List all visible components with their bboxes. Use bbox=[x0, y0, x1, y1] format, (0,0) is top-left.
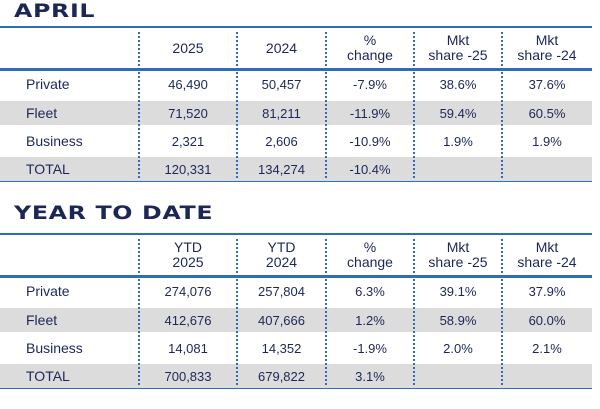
table-cell bbox=[414, 157, 502, 181]
table-row: Fleet 412,676 407,666 1.2% 58.9% 60.0% bbox=[0, 308, 592, 332]
table-cell: -11.9% bbox=[349, 105, 391, 121]
row-label: Fleet bbox=[26, 311, 58, 328]
table-cell: 2.1% bbox=[532, 340, 562, 356]
table-row: Business 14,081 14,352 -1.9% 2.0% 2.1% bbox=[0, 332, 592, 364]
table-cell: -10.9% bbox=[349, 133, 391, 149]
table-row: TOTAL 700,833 679,822 3.1% bbox=[0, 364, 592, 388]
header-row: YTD 2025 YTD 2024 % change Mkt share -25 Mkt… bbox=[0, 235, 592, 275]
column-divider bbox=[501, 239, 503, 385]
column-header: Mkt share -24 bbox=[517, 239, 577, 270]
column-header: YTD 2024 bbox=[265, 239, 298, 270]
row-label: Private bbox=[26, 283, 70, 299]
table-cell: -10.4% bbox=[349, 161, 391, 177]
table-top-border bbox=[0, 26, 592, 28]
table-cell: -7.9% bbox=[353, 77, 387, 92]
table-cell: 37.6% bbox=[528, 77, 566, 92]
table-row: Business 2,321 2,606 -10.9% 1.9% 1.9% bbox=[0, 125, 592, 157]
table-cell bbox=[414, 364, 502, 388]
column-divider bbox=[236, 239, 238, 385]
ytd-table: YTD 2025 YTD 2024 % change Mkt share -25 Mkt… bbox=[0, 233, 592, 390]
table-cell: 1.9% bbox=[532, 133, 562, 149]
april-table: 2025 2024 % change Mkt share -25 Mkt share -… bbox=[0, 26, 592, 183]
row-label: Business bbox=[26, 339, 83, 356]
table-row: Private 274,076 257,804 6.3% 39.1% 37.9% bbox=[0, 275, 592, 308]
column-header: % change bbox=[347, 32, 393, 63]
table-row: Private 46,490 50,457 -7.9% 38.6% 37.6% bbox=[0, 68, 592, 101]
header-row: 2025 2024 % change Mkt share -25 Mkt share -… bbox=[0, 28, 592, 68]
column-header: Mkt share -24 bbox=[517, 32, 577, 63]
ytd-title: YEAR TO DATE bbox=[14, 202, 214, 224]
table-cell bbox=[502, 364, 592, 388]
row-label: Fleet bbox=[26, 104, 58, 121]
table-cell: 679,822 bbox=[258, 368, 305, 384]
column-header: Mkt share -25 bbox=[428, 32, 488, 63]
column-divider bbox=[413, 32, 415, 178]
row-label: Private bbox=[26, 76, 70, 92]
table-cell: 274,076 bbox=[164, 284, 212, 299]
table-cell bbox=[502, 157, 592, 181]
header-bottom-border bbox=[0, 275, 592, 278]
column-divider bbox=[413, 239, 415, 385]
table-bottom-border bbox=[0, 388, 592, 389]
table-row: TOTAL 120,331 134,274 -10.4% bbox=[0, 157, 592, 181]
table-cell: 120,331 bbox=[164, 161, 212, 177]
table-cell: 1.2% bbox=[355, 312, 385, 328]
table-top-border bbox=[0, 233, 592, 235]
table-cell: 407,666 bbox=[258, 312, 305, 328]
header-bottom-border bbox=[0, 68, 592, 71]
column-divider bbox=[325, 32, 327, 178]
table-cell: 39.1% bbox=[439, 284, 477, 299]
table-cell: 60.5% bbox=[528, 105, 566, 121]
table-row: Fleet 71,520 81,211 -11.9% 59.4% 60.5% bbox=[0, 101, 592, 125]
table-cell: 46,490 bbox=[168, 77, 208, 92]
table-cell: -1.9% bbox=[353, 340, 387, 356]
table-cell: 700,833 bbox=[164, 368, 212, 384]
table-cell: 59.4% bbox=[439, 105, 477, 121]
table-cell: 50,457 bbox=[261, 77, 302, 92]
april-title: APRIL bbox=[14, 0, 96, 22]
table-cell: 60.0% bbox=[528, 312, 566, 328]
table-cell: 2,321 bbox=[171, 133, 205, 149]
table-cell: 14,081 bbox=[168, 340, 208, 356]
table-cell: 1.9% bbox=[443, 133, 473, 149]
column-divider bbox=[138, 239, 140, 385]
column-header: YTD 2025 bbox=[172, 239, 204, 270]
table-cell: 6.3% bbox=[355, 284, 385, 299]
table-cell: 38.6% bbox=[439, 77, 477, 92]
table-cell: 134,274 bbox=[258, 161, 305, 177]
row-label: Business bbox=[26, 132, 83, 149]
column-divider bbox=[325, 239, 327, 385]
column-divider bbox=[138, 32, 140, 178]
column-divider bbox=[501, 32, 503, 178]
table-cell: 58.9% bbox=[439, 312, 477, 328]
table-bottom-border bbox=[0, 181, 592, 182]
column-divider bbox=[236, 32, 238, 178]
table-cell: 14,352 bbox=[261, 340, 302, 356]
table-cell: 3.1% bbox=[355, 368, 385, 384]
table-cell: 81,211 bbox=[262, 105, 301, 121]
table-cell: 257,804 bbox=[258, 284, 305, 299]
table-cell: 37.9% bbox=[528, 284, 566, 299]
row-label: TOTAL bbox=[26, 367, 70, 384]
column-header: Mkt share -25 bbox=[428, 239, 488, 270]
column-header: 2024 bbox=[265, 39, 298, 56]
table-cell: 71,520 bbox=[168, 105, 208, 121]
row-label: TOTAL bbox=[26, 160, 70, 177]
column-header: % change bbox=[347, 239, 393, 270]
column-header: 2025 bbox=[172, 39, 204, 56]
table-cell: 412,676 bbox=[164, 312, 212, 328]
table-cell: 2.0% bbox=[443, 340, 473, 356]
table-cell: 2,606 bbox=[265, 133, 298, 149]
